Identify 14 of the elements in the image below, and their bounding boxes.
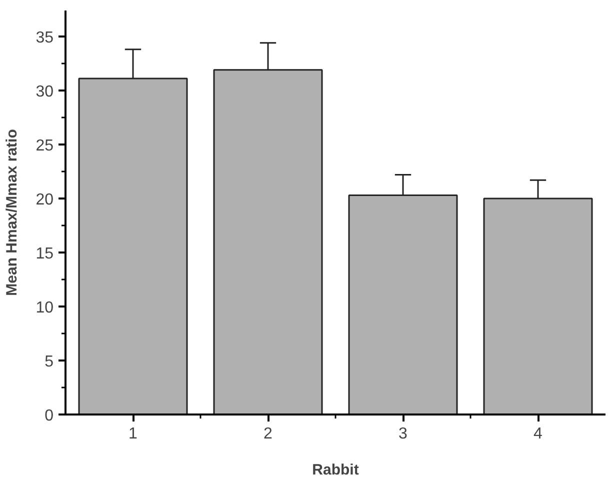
y-tick-label: 35 (36, 29, 54, 46)
y-tick-label: 5 (44, 353, 54, 370)
y-tick-label: 0 (44, 408, 54, 424)
x-axis-title: Rabbit (312, 462, 359, 478)
y-tick-label: 20 (36, 191, 54, 208)
x-tick-label: 4 (534, 426, 543, 442)
y-tick-label: 10 (36, 299, 54, 316)
x-tick-label: 1 (128, 426, 138, 442)
y-tick-label: 30 (36, 83, 54, 100)
y-axis-title: Mean Hmax/Mmax ratio (4, 129, 21, 296)
x-tick-label: 2 (264, 426, 273, 442)
x-tick-label: 3 (398, 426, 408, 442)
y-tick-label: 15 (36, 245, 54, 262)
y-tick-label: 25 (36, 137, 54, 154)
